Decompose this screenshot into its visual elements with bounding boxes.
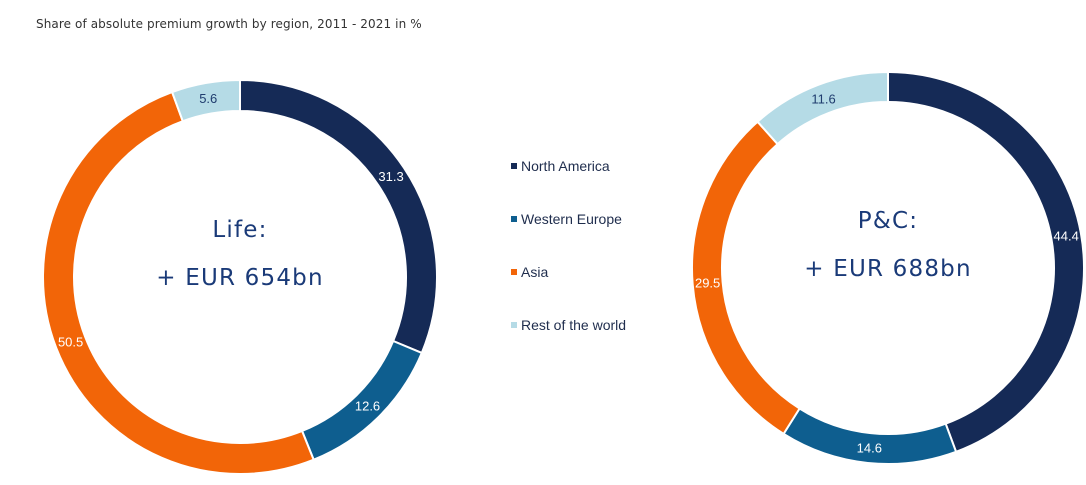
- pc-slice-western-europe: [782, 407, 958, 465]
- legend-swatch: [511, 216, 517, 223]
- legend-label: Rest of the world: [521, 317, 627, 333]
- pc-center-label-line1: P&C:: [858, 208, 918, 234]
- chart-title: Share of absolute premium growth by regi…: [36, 17, 422, 31]
- life-slice-north-america: [239, 78, 438, 355]
- legend-item-rest-of-world: Rest of the world: [511, 317, 626, 333]
- legend-label: Western Europe: [521, 211, 622, 227]
- life-data-label-rest-of-the-world: 5.6: [199, 91, 217, 106]
- life-center-label-line1: Life:: [212, 217, 267, 243]
- pc-data-label-north-america: 44.4: [1054, 229, 1079, 244]
- legend-swatch: [511, 163, 517, 170]
- legend-swatch: [511, 269, 517, 276]
- life-data-label-western-europe: 12.6: [355, 399, 380, 414]
- legend-item-western-europe: Western Europe: [511, 211, 622, 227]
- life-center-label-line2: + EUR 654bn: [156, 265, 324, 291]
- legend-item-north-america: North America: [511, 158, 610, 174]
- legend-item-asia: Asia: [511, 264, 548, 280]
- pc-center-label-line2: + EUR 688bn: [804, 256, 972, 282]
- pc-data-label-rest-of-the-world: 11.6: [811, 91, 835, 106]
- pc-slice-rest-of-the-world: [756, 70, 889, 146]
- legend-label: North America: [521, 158, 610, 174]
- pc-data-label-western-europe: 14.6: [857, 441, 882, 456]
- life-slice-rest-of-the-world: [170, 78, 241, 123]
- life-data-label-asia: 50.5: [58, 335, 83, 350]
- legend-label: Asia: [521, 264, 549, 280]
- legend-swatch: [511, 322, 517, 329]
- life-data-label-north-america: 31.3: [378, 169, 403, 184]
- pc-data-label-asia: 29.5: [695, 276, 720, 291]
